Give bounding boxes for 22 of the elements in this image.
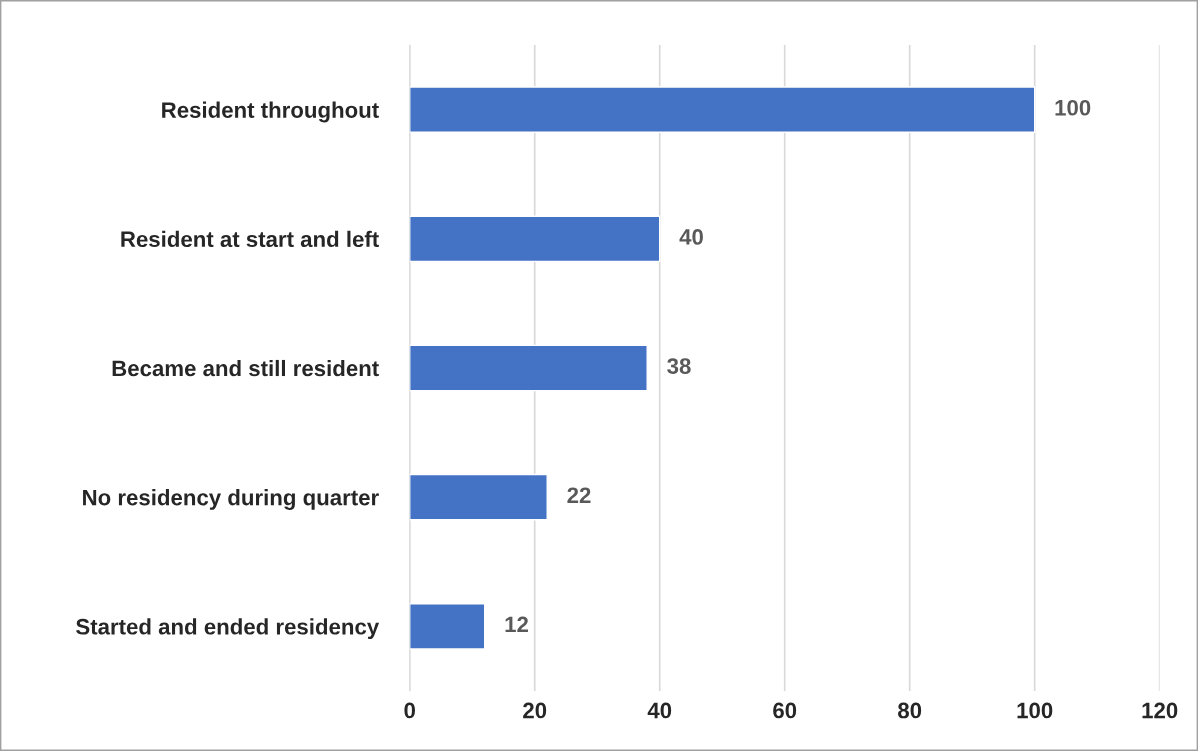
x-tick-label: 60 [773,702,797,719]
y-tick-label: Resident throughout [162,101,379,123]
y-tick-label: Resident at start and left [121,230,379,248]
data-label: 12 [505,616,528,633]
bar [409,603,486,650]
x-tick-label: 0 [404,702,415,719]
y-tick-label: Started and ended residency [76,618,380,639]
bar [409,86,1036,133]
y-tick-label: Became and still resident [112,359,379,377]
data-label: 38 [667,358,691,374]
bar [409,215,661,263]
x-tick-label: 20 [523,702,547,719]
data-label: 40 [679,229,703,245]
x-tick-label: 80 [898,702,922,719]
y-tick-label: No residency during quarter [83,489,379,510]
x-tick-label: 100 [1017,702,1053,719]
x-tick-label: 120 [1142,702,1178,719]
data-label: 100 [1055,99,1091,116]
x-tick-label: 40 [647,702,672,719]
bar [409,473,548,521]
bar [409,344,648,392]
data-label: 22 [567,487,591,503]
